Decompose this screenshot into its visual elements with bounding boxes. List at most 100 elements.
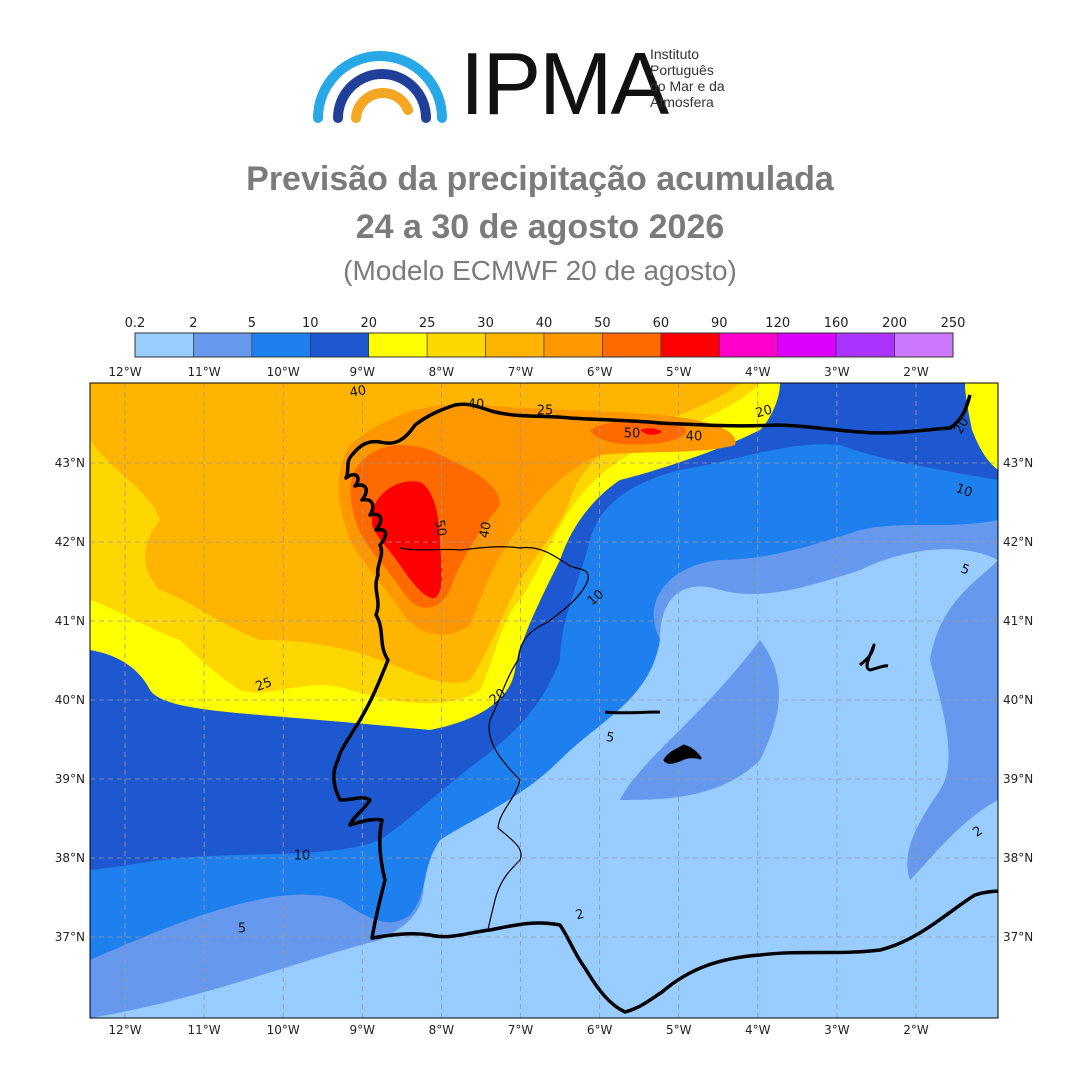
coastline-cantabrian — [350, 394, 972, 457]
colorbar-swatch — [426, 332, 486, 358]
colorbar-level-label: 250 — [941, 316, 966, 331]
latitude-label-left: 43°N — [55, 456, 85, 470]
colorbar-level-label: 50 — [594, 316, 611, 331]
header: IPMA Instituto Português do Mar e da Atm… — [0, 0, 1080, 300]
logo-wordmark: IPMA — [460, 34, 669, 133]
logo-subtitle: Instituto Português do Mar e da Atmosfer… — [650, 46, 770, 110]
contour-label: 20 — [951, 415, 972, 437]
colorbar-level-label: 160 — [824, 316, 849, 331]
colorbar-swatch — [602, 332, 662, 358]
map-title: Previsão da precipitação acumulada — [246, 160, 834, 198]
logo-subtitle-line: Atmosfera — [650, 94, 714, 110]
colorbar-swatch — [309, 332, 370, 358]
longitude-label-top: 10°W — [267, 365, 300, 379]
axis-labels: 12°W 12°W 11°W 11°W 10°W 10°W 9°W 9°W 8°W 8°W 7°W 7… — [55, 365, 1034, 1037]
latitude-label-left: 42°N — [55, 535, 85, 549]
longitude-label-top: 7°W — [508, 365, 534, 379]
contour-label: 10 — [294, 849, 311, 864]
contour-label: 40 — [468, 398, 485, 413]
longitude-label-top: 2°W — [903, 365, 929, 379]
contour-label: 2 — [574, 907, 586, 924]
longitude-label-bottom: 2°W — [903, 1023, 929, 1037]
longitude-label-bottom: 10°W — [267, 1023, 300, 1037]
map-panel: 0.2 2 5 10 20 25 30 40 50 60 90 120 160 200 250 — [0, 300, 1080, 1080]
latitude-label-right: 43°N — [1003, 456, 1033, 470]
field-50-60-n — [590, 420, 686, 445]
longitude-label-bottom: 12°W — [108, 1023, 141, 1037]
precipitation-field — [90, 383, 998, 1018]
latitude-label-left: 40°N — [55, 693, 85, 707]
field-20-25-ne — [965, 383, 998, 470]
longitude-label-bottom: 5°W — [666, 1023, 692, 1037]
contour-label: 25 — [537, 404, 554, 419]
longitude-label-top: 8°W — [429, 365, 455, 379]
map-frame — [89, 382, 999, 1019]
contour-label: 50 — [431, 519, 449, 538]
longitude-label-bottom: 4°W — [745, 1023, 771, 1037]
longitude-label-bottom: 6°W — [587, 1023, 613, 1037]
colorbar-level-label: 10 — [302, 316, 319, 331]
portugal-border — [399, 546, 589, 931]
rainbow-arc-icon — [313, 51, 447, 123]
longitude-label-top: 11°W — [188, 365, 221, 379]
contour-label: 25 — [254, 675, 275, 695]
colorbar: 0.2 2 5 10 20 25 30 40 50 60 90 120 160 200 250 — [125, 316, 966, 358]
colorbar-swatch — [660, 332, 720, 358]
map-model-note: (Modelo ECMWF 20 de agosto) — [343, 255, 737, 286]
colorbar-level-label: 60 — [653, 316, 670, 331]
colorbar-level-label: 90 — [711, 316, 728, 331]
colorbar-level-label: 5 — [248, 316, 256, 331]
colorbar-level-label: 40 — [536, 316, 553, 331]
contour-label: 40 — [477, 521, 495, 540]
latitude-label-right: 39°N — [1003, 772, 1033, 786]
colorbar-swatch — [835, 332, 895, 358]
colorbar-level-label: 2 — [189, 316, 197, 331]
latitude-label-left: 38°N — [55, 851, 85, 865]
colorbar-level-label: 200 — [882, 316, 907, 331]
coastline-north — [332, 453, 998, 1014]
latitude-label-right: 42°N — [1003, 535, 1033, 549]
field-60-90-n — [640, 428, 662, 435]
colorbar-level-label: 0.2 — [125, 316, 146, 331]
contour-label: 10 — [954, 481, 975, 501]
longitude-label-bottom: 9°W — [350, 1023, 376, 1037]
coastlines — [332, 394, 998, 1014]
colorbar-level-label: 120 — [765, 316, 790, 331]
ipma-logo: IPMA Instituto Português do Mar e da Atm… — [310, 40, 770, 130]
latitude-label-left: 37°N — [55, 930, 85, 944]
longitude-label-bottom: 11°W — [188, 1023, 221, 1037]
longitude-label-top: 3°W — [824, 365, 850, 379]
logo-subtitle-line: Instituto — [650, 46, 700, 62]
contour-label: 20 — [754, 403, 774, 422]
balearic-mallorca — [663, 744, 702, 764]
field-2-5-east — [907, 560, 998, 880]
contour-label: 40 — [349, 383, 368, 401]
logo-subtitle-line: do Mar e da — [650, 78, 725, 94]
colorbar-swatch — [251, 332, 311, 358]
latitude-label-right: 38°N — [1003, 851, 1033, 865]
colorbar-swatch — [193, 332, 253, 358]
map-date-range: 24 a 30 de agosto 2026 — [355, 208, 725, 246]
longitude-label-top: 9°W — [350, 365, 376, 379]
balearic-menorca — [859, 643, 889, 672]
colorbar-swatch — [485, 332, 545, 358]
colorbar-swatch — [894, 332, 954, 358]
latitude-label-right: 40°N — [1003, 693, 1033, 707]
field-60-90 — [372, 481, 443, 599]
latitude-label-right: 41°N — [1003, 614, 1033, 628]
colorbar-swatch — [134, 332, 194, 358]
latitude-label-left: 41°N — [55, 614, 85, 628]
colorbar-outline — [134, 332, 954, 358]
longitude-label-bottom: 3°W — [824, 1023, 850, 1037]
latitude-label-left: 39°N — [55, 772, 85, 786]
colorbar-level-label: 30 — [477, 316, 494, 331]
colorbar-level-label: 20 — [360, 316, 377, 331]
longitude-label-top: 4°W — [745, 365, 771, 379]
longitude-label-top: 5°W — [666, 365, 692, 379]
graticule — [90, 383, 998, 1018]
balearic-ibiza — [604, 710, 661, 715]
longitude-label-top: 12°W — [108, 365, 141, 379]
latitude-label-right: 37°N — [1003, 930, 1033, 944]
logo-subtitle-line: Português — [650, 62, 714, 78]
